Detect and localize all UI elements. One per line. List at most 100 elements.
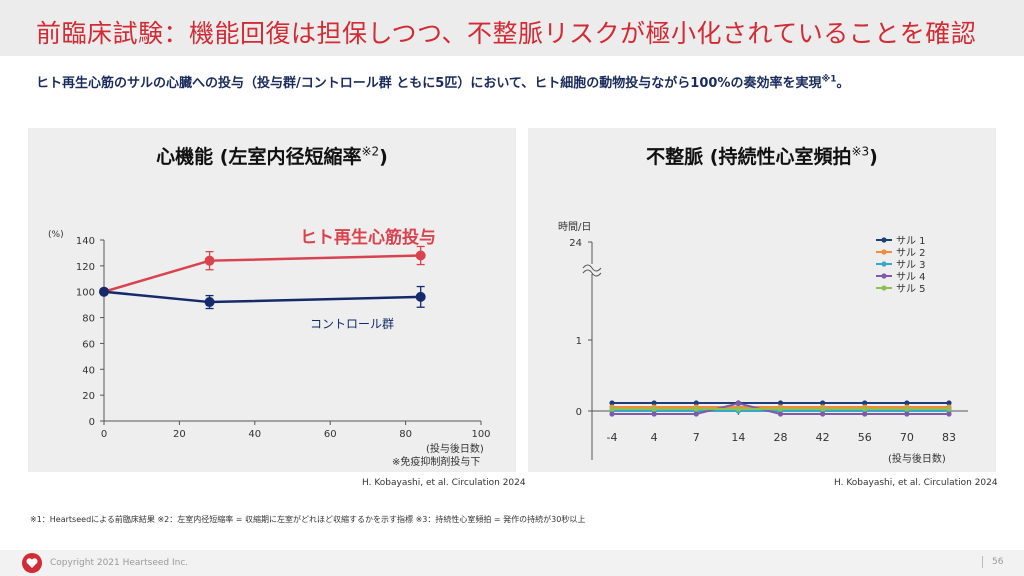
y-tick-label: 1 <box>576 336 582 347</box>
legend-label: サル 2 <box>896 247 926 259</box>
x-tick-label: 4 <box>651 431 658 444</box>
title-bar <box>0 0 1024 56</box>
data-point <box>651 400 657 406</box>
data-point <box>651 411 657 417</box>
series-label-control: コントロール群 <box>310 317 394 331</box>
x-tick-label: 28 <box>774 431 788 444</box>
y-tick-label: 100 <box>76 288 95 299</box>
data-point <box>415 250 426 261</box>
y-tick-label: 80 <box>82 314 95 325</box>
y-tick-label: 0 <box>89 417 95 428</box>
x-tick-label: 70 <box>900 431 914 444</box>
cardiac-function-chart: 0 20 40 60 80 100 120 140 0 20 40 60 80 100 (%) (投与後日数)… <box>48 227 491 468</box>
data-point <box>99 286 109 297</box>
arrhythmia-panel: 不整脈 (持続性心室頻拍※3) 0 1 24 時間/日 -4 4 7 14 28 42 56 70 83… <box>528 128 996 472</box>
y-tick-label: 20 <box>82 391 95 402</box>
data-point <box>820 400 826 406</box>
data-point <box>204 255 215 266</box>
page-number: 56 <box>992 557 1004 567</box>
data-point <box>946 406 952 412</box>
data-point <box>693 411 699 417</box>
footer-bar <box>0 550 1024 576</box>
y-axis-label: (%) <box>48 230 64 240</box>
x-tick-label: 80 <box>399 429 412 440</box>
y-tick-label: 40 <box>82 365 95 376</box>
left-panel-title-mark: ※2 <box>361 144 380 159</box>
y-axis-label: 時間/日 <box>558 221 591 233</box>
series-line <box>103 254 421 293</box>
legend-marker <box>881 261 887 267</box>
data-point <box>609 411 615 417</box>
x-tick-label: 7 <box>693 431 700 444</box>
citation-right: H. Kobayashi, et al. Circulation 2024 <box>834 478 998 488</box>
data-point <box>904 400 910 406</box>
series-label-treatment: ヒト再生心筋投与 <box>300 227 436 248</box>
legend-label: サル 3 <box>896 259 926 271</box>
data-point <box>609 406 615 412</box>
data-point <box>862 400 868 406</box>
subtitle-text: ヒト再生心筋のサルの心臓への投与（投与群/コントロール群 ともに5匹）において、… <box>36 76 822 91</box>
x-tick-label: 42 <box>816 431 830 444</box>
data-point <box>904 411 910 417</box>
x-axis-label: (投与後日数) <box>426 442 484 455</box>
axis-break-gap <box>584 264 600 274</box>
legend-marker <box>881 249 887 255</box>
y-tick-label: 140 <box>76 236 95 247</box>
axis-break-mark <box>582 264 602 272</box>
y-tick-label: 24 <box>569 238 582 249</box>
data-point <box>735 400 741 406</box>
data-point <box>904 406 910 412</box>
data-point <box>415 291 426 302</box>
data-point <box>862 406 868 412</box>
right-panel-title-end: ) <box>869 146 878 168</box>
legend-marker <box>881 285 887 291</box>
data-point <box>777 406 784 412</box>
data-point <box>735 406 741 412</box>
x-tick-label: 56 <box>858 431 872 444</box>
footnotes: ※1：Heartseedによる前臨床結果 ※2：左室内径短縮率 = 収縮期に左室… <box>30 515 586 524</box>
data-point <box>777 411 784 417</box>
x-tick-label: 100 <box>471 429 490 440</box>
y-tick-label: 120 <box>76 262 95 273</box>
data-point <box>946 411 952 417</box>
left-panel-title-text: 心機能 (左室内径短縮率 <box>156 146 362 168</box>
data-point <box>693 400 699 406</box>
citation-left: H. Kobayashi, et al. Circulation 2024 <box>362 478 526 488</box>
x-tick-label: 14 <box>731 431 745 444</box>
chart-note: ※免疫抑制剤投与下 <box>392 455 480 468</box>
x-tick-label: 20 <box>173 429 186 440</box>
series-line <box>103 290 421 304</box>
data-point <box>651 406 657 412</box>
axis-break-mark <box>582 269 602 277</box>
subtitle-footnote-mark: ※1 <box>821 74 837 85</box>
left-panel-title-end: ) <box>379 146 388 168</box>
right-panel-title: 不整脈 (持続性心室頻拍※3) <box>528 142 996 169</box>
right-panel-title-text: 不整脈 (持続性心室頻拍 <box>646 146 852 168</box>
heart-logo-icon <box>22 553 42 573</box>
y-tick-label: 0 <box>576 407 582 418</box>
legend-marker <box>881 273 887 279</box>
legend-marker <box>881 237 887 243</box>
legend-label: サル 1 <box>896 235 926 247</box>
data-point <box>777 400 784 406</box>
data-point <box>820 411 826 417</box>
data-point <box>609 400 615 406</box>
subtitle-end: 。 <box>836 76 850 91</box>
x-tick-label: 40 <box>248 429 261 440</box>
page-title: 前臨床試験：機能回復は担保しつつ、不整脈リスクが極小化されていることを確認 <box>36 19 977 48</box>
footer-divider <box>982 556 983 568</box>
left-panel-title: 心機能 (左室内径短縮率※2) <box>28 142 516 169</box>
x-tick-label: 83 <box>942 431 956 444</box>
legend-label: サル 5 <box>896 283 926 295</box>
legend-label: サル 4 <box>896 271 926 283</box>
subtitle: ヒト再生心筋のサルの心臓への投与（投与群/コントロール群 ともに5匹）において、… <box>36 72 996 91</box>
y-tick-label: 60 <box>82 339 95 350</box>
copyright: Copyright 2021 Heartseed Inc. <box>50 558 189 568</box>
heart-glyph-icon <box>26 558 38 568</box>
data-point <box>862 411 868 417</box>
x-tick-label: -4 <box>607 431 618 444</box>
data-point <box>693 406 699 412</box>
x-tick-label: 0 <box>101 429 107 440</box>
data-point <box>820 406 826 412</box>
